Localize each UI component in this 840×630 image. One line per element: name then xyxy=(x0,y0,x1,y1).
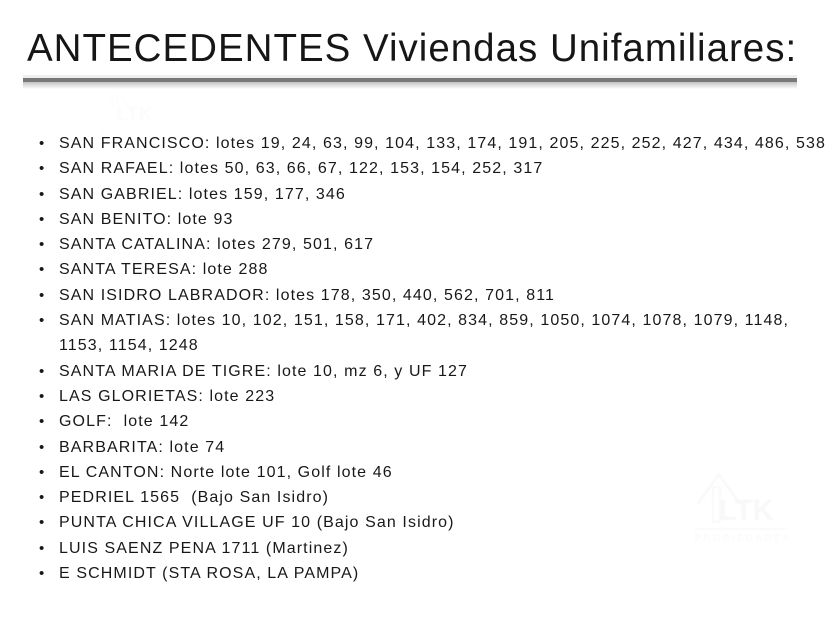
svg-text:LTK: LTK xyxy=(117,104,153,125)
